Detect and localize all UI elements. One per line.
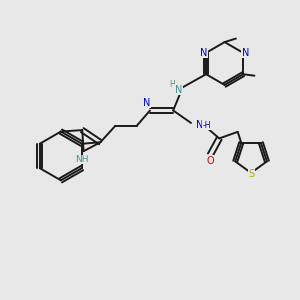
Text: -H: -H [203,121,211,130]
Text: N: N [175,85,182,95]
Text: N: N [242,48,249,58]
Text: N: N [143,98,150,108]
Text: N: N [200,48,207,58]
Text: O: O [206,156,214,166]
Text: NH: NH [75,155,89,164]
Text: N: N [196,120,204,130]
Text: S: S [248,169,254,179]
Text: H: H [169,80,175,89]
